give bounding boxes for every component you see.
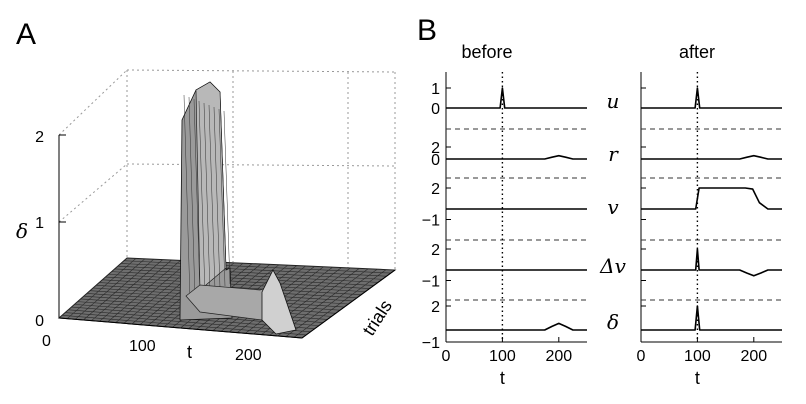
trace-before	[446, 322, 587, 331]
mesh-line	[120, 263, 387, 277]
y-tick-label: 2	[431, 181, 440, 198]
row-label: Δv	[599, 254, 626, 278]
x-axis	[58, 317, 303, 339]
z-tick-label-1: 1	[35, 215, 44, 232]
x-tick-label: 200	[740, 348, 767, 365]
x-tick-label: 200	[545, 348, 572, 365]
trace-after	[641, 87, 782, 109]
row-label: r	[608, 142, 619, 166]
y-tick-label: 2	[431, 140, 440, 157]
ridge-t200	[261, 269, 297, 335]
x-tick-label: 0	[442, 348, 451, 365]
mesh-line	[208, 104, 216, 291]
trace-after	[641, 187, 782, 210]
y-tick-label: 0	[431, 101, 440, 118]
mesh-line	[108, 274, 370, 289]
mesh-line	[62, 314, 307, 336]
mesh-line	[203, 102, 211, 293]
trace-after	[641, 248, 782, 277]
column-title-after: after	[679, 42, 715, 62]
panel-label-a: A	[16, 18, 36, 51]
mesh-line	[223, 110, 231, 285]
x-ticks-b: 0 100 200 t 0 100 200 t	[442, 337, 767, 388]
row-labels: u r v Δv δ	[599, 89, 626, 334]
panel-after	[640, 72, 782, 343]
mesh-line	[193, 98, 201, 297]
trace-before	[446, 87, 587, 109]
mesh-line	[102, 279, 362, 296]
mesh-line	[105, 276, 366, 292]
y-tick-label: −1	[422, 213, 440, 230]
trace-before	[446, 154, 587, 160]
row-label: v	[607, 195, 619, 219]
x-tick-label-100: 100	[129, 338, 156, 355]
x-axis-label: t	[187, 342, 192, 362]
mesh-line	[114, 268, 379, 283]
trials-axis	[301, 269, 396, 339]
surface-plot: 2 1 0 δ 0 100 200 t trials	[16, 69, 397, 364]
back-grid	[58, 69, 396, 270]
mesh-line	[218, 108, 226, 287]
z-axis-label: δ	[16, 219, 28, 243]
y-tick-label: −1	[422, 274, 440, 291]
x-tick-label-0: 0	[42, 333, 51, 350]
y-tick-label: 1	[431, 81, 440, 98]
z-tick-label-0: 0	[35, 313, 44, 330]
mesh-line	[117, 265, 383, 280]
x-tick-label: 100	[684, 348, 711, 365]
column-title-before: before	[461, 42, 512, 62]
y-tick-label: 0	[431, 152, 440, 169]
trials-axis-label: trials	[359, 296, 396, 339]
mesh-line	[123, 260, 391, 274]
row-label: u	[607, 89, 620, 113]
ridge-t100	[179, 81, 233, 321]
row-separators	[446, 128, 782, 301]
mesh-line	[198, 100, 206, 295]
mesh-line	[111, 271, 374, 286]
y-tick-label: 2	[431, 242, 440, 259]
panel-label-b: B	[417, 14, 437, 47]
x-axis-label: t	[500, 368, 505, 388]
x-tick-label-200: 200	[235, 347, 262, 364]
x-tick-label: 0	[637, 348, 646, 365]
panel-before	[445, 72, 587, 343]
y-tick-label: 2	[431, 299, 440, 316]
y-tick-label: −1	[422, 335, 440, 352]
row-label: δ	[607, 310, 619, 334]
x-tick-label: 100	[489, 348, 516, 365]
mesh-line	[188, 96, 196, 299]
z-tick-label-2: 2	[35, 129, 44, 146]
trace-after	[641, 305, 782, 331]
x-axis-label: t	[695, 368, 700, 388]
trace-after	[641, 154, 782, 160]
mesh-line	[65, 312, 311, 333]
mesh-line	[213, 106, 221, 289]
traces	[446, 72, 782, 342]
mesh-line	[183, 94, 191, 301]
